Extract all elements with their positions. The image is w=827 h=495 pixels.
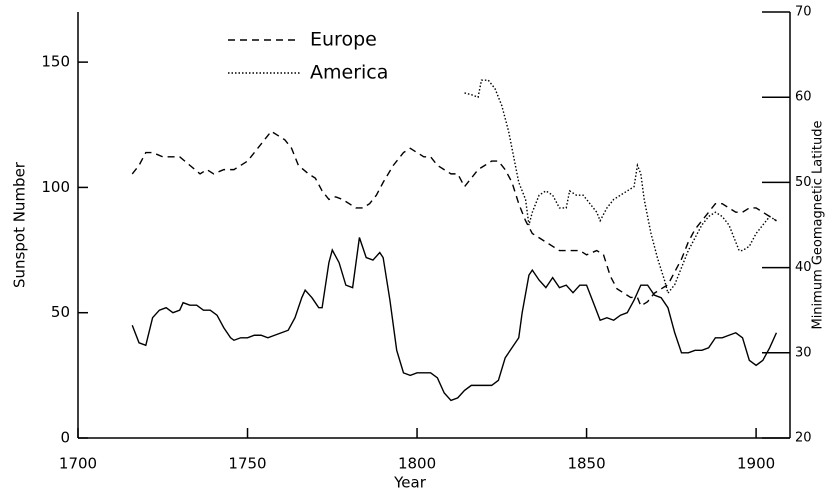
y2-tick-label: 70 bbox=[795, 5, 812, 20]
legend-label: America bbox=[310, 62, 388, 84]
series-line bbox=[131, 237, 778, 402]
x-tick-label: 1800 bbox=[398, 455, 436, 473]
y2-tick-label: 40 bbox=[795, 260, 812, 275]
y2-tick-label: 20 bbox=[795, 431, 812, 446]
x-tick-label: 1750 bbox=[228, 455, 266, 473]
y-tick-label: 100 bbox=[41, 178, 70, 196]
series-line bbox=[131, 130, 777, 307]
y-tick-label: 150 bbox=[41, 53, 70, 71]
series-line bbox=[464, 79, 777, 295]
y2-tick-label: 30 bbox=[795, 345, 812, 360]
x-tick-label: 1700 bbox=[59, 455, 97, 473]
y-axis-label: Sunspot Number bbox=[11, 161, 29, 288]
y2-tick-label: 60 bbox=[795, 90, 812, 105]
x-tick-label: 1850 bbox=[567, 455, 605, 473]
y-tick-label: 0 bbox=[60, 429, 70, 447]
y-tick-label: 50 bbox=[51, 303, 70, 321]
x-axis-label: Year bbox=[393, 474, 427, 492]
x-tick-label: 1900 bbox=[737, 455, 775, 473]
y2-axis-label: Minimum Geomagnetic Latitude bbox=[811, 120, 826, 329]
y2-tick-label: 50 bbox=[795, 175, 812, 190]
legend-label: Europe bbox=[310, 29, 377, 51]
